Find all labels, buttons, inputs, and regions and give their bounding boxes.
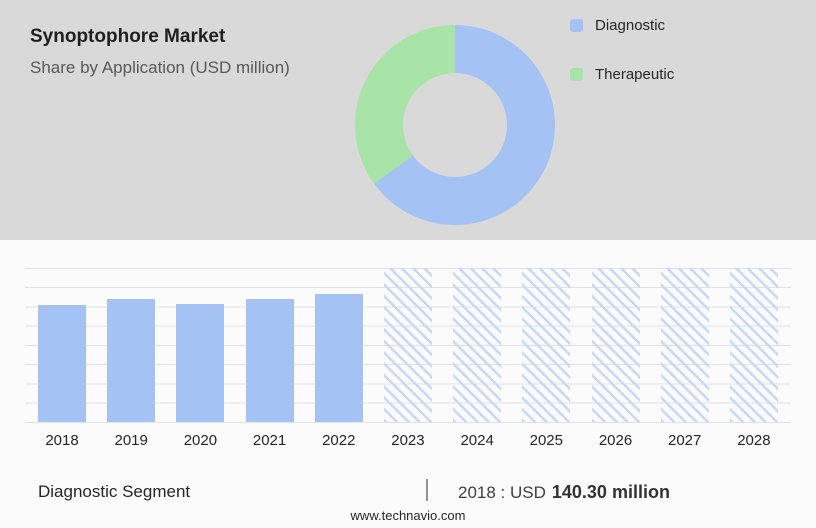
x-axis-label-2026: 2026 [598,432,633,449]
donut-chart [355,25,555,225]
legend-item-therapeutic: Therapeutic [570,65,675,83]
bar-2028 [729,268,778,422]
stat-prefix: 2018 : USD [458,483,546,502]
legend-label-therapeutic: Therapeutic [595,65,675,83]
bar-2022 [314,293,363,422]
x-axis-label-2021: 2021 [252,432,287,449]
bar-2018 [38,305,86,422]
footer-separator: | [424,475,430,501]
legend-label-diagnostic: Diagnostic [595,16,666,34]
x-axis-label-2025: 2025 [529,432,563,449]
segment-label: Diagnostic Segment [38,482,191,501]
bar-2024 [453,268,502,422]
bar-2019 [107,298,156,422]
x-axis-label-2023: 2023 [391,432,425,449]
x-axis-label-2027: 2027 [668,432,702,449]
x-axis-label-2024: 2024 [460,432,494,449]
bar-2020 [176,303,225,422]
bar-2026 [591,268,640,422]
header-panel: Synoptophore Market Share by Application… [0,0,816,240]
bars [38,268,778,422]
bar-chart [25,268,791,423]
stat-value: 140.30 million [551,482,670,502]
page-title: Synoptophore Market [30,26,226,47]
x-axis-label-2020: 2020 [183,432,218,449]
stat: 2018 : USD 140.30 million [458,482,670,503]
legend-swatch-diagnostic [570,18,583,32]
website-url: www.technavio.com [350,508,466,523]
bar-2023 [383,268,432,422]
x-axis-label-2028: 2028 [737,432,771,449]
legend: Diagnostic Therapeutic [570,17,674,115]
x-axis-label-2022: 2022 [322,432,356,449]
legend-swatch-therapeutic [570,67,583,81]
x-axis-label-2018: 2018 [45,432,79,449]
bar-2027 [660,268,709,422]
x-axis-label-2019: 2019 [114,432,148,449]
page-subtitle: Share by Application (USD million) [30,58,290,77]
x-axis-labels: 2018 2019 2020 2021 2022 2023 2024 2025 2026 2027… [25,432,791,449]
bar-2021 [245,298,294,422]
legend-item-diagnostic: Diagnostic [570,16,674,34]
bar-2025 [522,268,571,422]
